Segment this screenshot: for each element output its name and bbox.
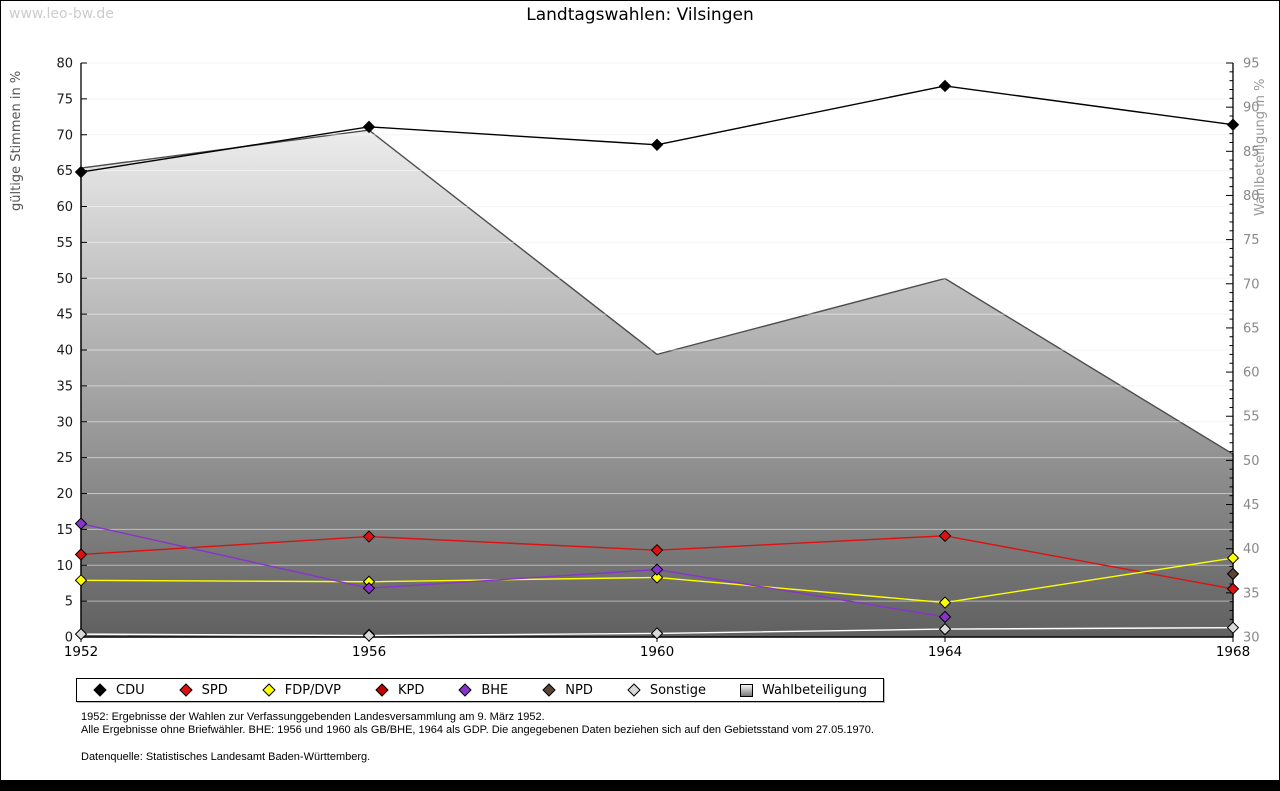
left-tick-label: 45 [56, 308, 73, 323]
left-tick-label: 50 [56, 272, 73, 287]
right-tick-label: 65 [1243, 321, 1260, 336]
data-point-sonstige [650, 627, 664, 640]
right-tick-label: 35 [1243, 586, 1260, 601]
data-point-bhe [938, 610, 952, 624]
x-tick-label: 1956 [352, 644, 386, 660]
data-point-npd [1226, 567, 1240, 581]
data-point-fdp-dvp [650, 571, 664, 584]
data-point-cdu [650, 138, 664, 152]
left-tick-label: 0 [65, 631, 73, 646]
left-tick-label: 70 [56, 128, 73, 143]
legend-label: KPD [397, 682, 425, 698]
legend-item-cdu: CDU [93, 683, 145, 698]
data-point-spd [938, 529, 952, 543]
page-title: Landtagswahlen: Vilsingen [526, 5, 754, 25]
legend-diamond-icon [627, 683, 641, 697]
footnote-line: 1952: Ergebnisse der Wahlen zur Verfassu… [81, 711, 545, 723]
left-tick-label: 25 [56, 451, 73, 466]
left-tick-label: 75 [56, 92, 73, 107]
legend-item-fdp-dvp: FDP/DVP [262, 683, 341, 698]
x-tick-label: 1968 [1216, 644, 1250, 660]
data-point-fdp-dvp [74, 574, 88, 587]
data-point-cdu [1226, 118, 1240, 131]
right-tick-label: 90 [1243, 101, 1260, 116]
footnote-line: Alle Ergebnisse ohne Briefwähler. BHE: 1… [81, 724, 874, 736]
left-tick-label: 55 [56, 236, 73, 251]
right-tick-label: 40 [1243, 542, 1260, 557]
left-tick-label: 20 [56, 487, 73, 502]
left-tick-label: 30 [56, 415, 73, 430]
data-point-cdu [938, 79, 952, 93]
left-tick-label: 65 [56, 164, 73, 179]
left-tick-label: 60 [56, 200, 73, 215]
data-point-fdp-dvp [938, 596, 952, 609]
legend-label: Sonstige [649, 682, 707, 698]
legend-diamond-icon [542, 683, 556, 697]
data-point-spd [1226, 582, 1240, 596]
legend-label: SPD [201, 682, 228, 698]
right-tick-label: 50 [1243, 454, 1260, 469]
data-point-bhe [650, 563, 664, 576]
data-point-bhe [362, 582, 376, 595]
legend-item-kpd: KPD [375, 683, 424, 698]
left-tick-label: 10 [56, 559, 73, 574]
legend-diamond-icon [93, 683, 107, 697]
legend-item-npd: NPD [542, 683, 593, 698]
legend-swatch-area [740, 683, 754, 697]
legend-diamond-icon [178, 683, 193, 697]
right-tick-label: 55 [1243, 410, 1260, 425]
legend-label: NPD [565, 682, 593, 698]
right-tick-label: 30 [1243, 631, 1260, 646]
left-tick-label: 5 [65, 595, 73, 610]
legend-item-wahlbeteiligung: Wahlbeteiligung [740, 683, 867, 698]
right-tick-label: 60 [1243, 366, 1260, 381]
chart-legend: CDU SPD FDP/DVP KPD BHE NPD Sonstige Wahlbeteil… [76, 678, 885, 702]
data-point-spd [74, 548, 88, 561]
legend-item-spd: SPD [178, 682, 228, 698]
legend-label: CDU [116, 682, 145, 698]
data-point-spd [362, 530, 376, 543]
data-point-fdp-dvp [1226, 551, 1240, 565]
election-chart: 0 5 10 15 20 25 30 35 40 45 50 55 60 65 70 75 80 30 35 40 45… [56, 57, 1260, 661]
legend-label: BHE [481, 682, 509, 698]
x-tick-label: 1964 [928, 644, 962, 660]
data-point-bhe [74, 517, 88, 530]
bottom-border-bar [1, 780, 1279, 790]
series-line-bhe [80, 522, 946, 618]
footnote-source: Datenquelle: Statistisches Landesamt Bad… [81, 751, 371, 763]
legend-item-bhe: BHE [458, 683, 508, 698]
right-tick-label: 95 [1243, 57, 1260, 72]
data-point-sonstige [938, 622, 952, 636]
legend-diamond-icon [262, 683, 276, 697]
data-point-cdu [362, 120, 376, 134]
data-point-sonstige [1226, 621, 1240, 634]
data-point-spd [650, 543, 664, 557]
data-point-cdu [74, 165, 88, 179]
legend-item-sonstige: Sonstige [627, 683, 706, 698]
x-tick-label: 1952 [64, 644, 98, 660]
watermark: www.leo-bw.de [9, 6, 114, 22]
left-tick-label: 40 [56, 344, 73, 359]
right-tick-label: 70 [1243, 277, 1260, 292]
legend-label: FDP/DVP [284, 682, 341, 698]
footnotes: 1952: Ergebnisse der Wahlen zur Verfassu… [81, 711, 874, 764]
data-point-sonstige [74, 627, 88, 641]
left-tick-label: 15 [56, 523, 73, 538]
left-tick-label: 35 [56, 379, 73, 394]
right-tick-label: 45 [1243, 498, 1260, 513]
right-tick-label: 80 [1243, 189, 1260, 204]
right-tick-label: 85 [1243, 145, 1260, 160]
x-tick-label: 1960 [640, 644, 674, 660]
right-tick-label: 75 [1243, 233, 1260, 248]
data-point-sonstige [362, 629, 376, 642]
legend-label: Wahlbeteiligung [762, 682, 868, 698]
legend-diamond-icon [375, 683, 389, 697]
left-tick-label: 80 [56, 57, 73, 72]
legend-diamond-icon [458, 683, 473, 697]
